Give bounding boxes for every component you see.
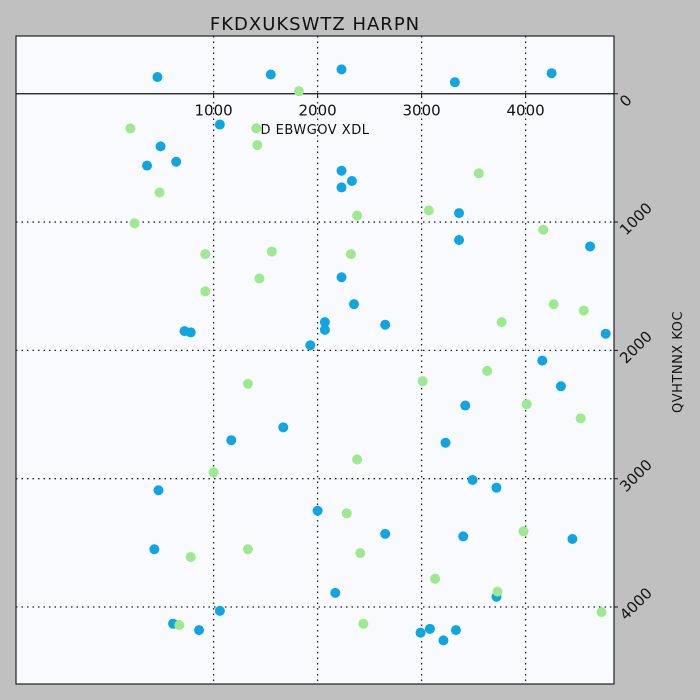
blue-point xyxy=(214,119,225,130)
blue-point xyxy=(380,528,391,539)
blue-point xyxy=(336,272,347,283)
blue-point xyxy=(546,68,557,79)
blue-point xyxy=(585,241,596,252)
y-tick-label: 2000 xyxy=(616,327,656,367)
blue-point xyxy=(336,64,347,75)
green-point xyxy=(154,187,165,198)
green-point xyxy=(578,305,589,316)
blue-point xyxy=(415,627,426,638)
y-axis-label: QVHTNNX KOC xyxy=(671,311,686,413)
y-tick-label: 0 xyxy=(616,91,635,110)
blue-point xyxy=(458,531,469,542)
green-point xyxy=(492,586,503,597)
y-tick-label: 4000 xyxy=(616,584,656,624)
blue-point xyxy=(149,544,160,555)
blue-point xyxy=(555,381,566,392)
green-point xyxy=(473,168,484,179)
green-point xyxy=(417,376,428,387)
blue-point xyxy=(346,175,357,186)
blue-point xyxy=(454,208,465,219)
green-point xyxy=(352,454,363,465)
blue-point xyxy=(319,324,330,335)
blue-point xyxy=(567,534,578,545)
chart-title: FKDXUKSWTZ HARPN xyxy=(210,14,420,35)
blue-point xyxy=(152,72,163,83)
blue-point xyxy=(491,482,502,493)
blue-point xyxy=(214,605,225,616)
x-tick-label: 4000 xyxy=(507,102,545,120)
blue-point xyxy=(155,141,166,152)
blue-point xyxy=(171,156,182,167)
green-point xyxy=(293,86,304,97)
green-point xyxy=(185,551,196,562)
blue-point xyxy=(424,623,435,634)
green-point xyxy=(129,218,140,229)
blue-point xyxy=(454,235,465,246)
green-point xyxy=(266,246,277,257)
blue-point xyxy=(450,625,461,636)
green-point xyxy=(200,286,211,297)
data-points xyxy=(125,64,611,646)
green-point xyxy=(125,123,136,134)
blue-point xyxy=(319,317,330,328)
green-point xyxy=(251,123,262,134)
green-point xyxy=(575,413,586,424)
x-axis-ticks: 1000 2000 3000 4000 xyxy=(195,93,545,120)
green-point xyxy=(496,317,507,328)
blue-point xyxy=(153,485,164,496)
green-point xyxy=(423,205,434,216)
green-point xyxy=(548,299,559,310)
blue-point xyxy=(185,327,196,338)
blue-point xyxy=(142,160,153,171)
green-point xyxy=(596,607,607,618)
blue-point xyxy=(460,400,471,411)
blue-point xyxy=(336,182,347,193)
blue-point xyxy=(537,355,548,366)
grid-lines xyxy=(16,36,614,684)
blue-point xyxy=(305,340,316,351)
x-tick-label: 3000 xyxy=(403,102,441,120)
x-tick-label: 2000 xyxy=(299,102,337,120)
y-tick-label: 1000 xyxy=(616,199,656,239)
green-point xyxy=(538,224,549,235)
green-point xyxy=(208,467,219,478)
blue-point xyxy=(349,299,359,310)
blue-point xyxy=(449,77,460,88)
blue-point xyxy=(265,69,276,80)
x-tick-label: 1000 xyxy=(195,102,233,120)
plot-background xyxy=(15,35,615,685)
green-point xyxy=(254,273,265,284)
green-point xyxy=(430,573,441,584)
blue-point xyxy=(467,474,478,485)
green-point xyxy=(482,365,493,376)
blue-point xyxy=(336,165,347,176)
x-axis-label: D EBWGOV XDL xyxy=(261,123,370,138)
green-point xyxy=(242,544,253,555)
blue-point xyxy=(440,437,451,448)
green-point xyxy=(518,526,529,537)
green-point xyxy=(242,378,253,389)
green-point xyxy=(252,140,263,151)
blue-point xyxy=(600,328,611,339)
blue-point xyxy=(330,587,341,598)
green-point xyxy=(521,399,532,410)
blue-point xyxy=(438,635,449,646)
blue-point xyxy=(380,319,391,330)
green-point xyxy=(200,249,211,260)
green-point xyxy=(341,508,352,519)
y-tick-label: 3000 xyxy=(616,456,656,496)
green-point xyxy=(352,210,363,221)
green-point xyxy=(345,249,356,260)
blue-point xyxy=(226,435,237,446)
green-point xyxy=(358,618,369,629)
green-point xyxy=(174,619,185,630)
blue-point xyxy=(312,505,323,516)
blue-point xyxy=(194,625,205,636)
blue-point xyxy=(278,422,289,433)
y-axis-ticks: 0 1000 2000 3000 4000 xyxy=(614,91,656,624)
green-point xyxy=(355,548,366,559)
